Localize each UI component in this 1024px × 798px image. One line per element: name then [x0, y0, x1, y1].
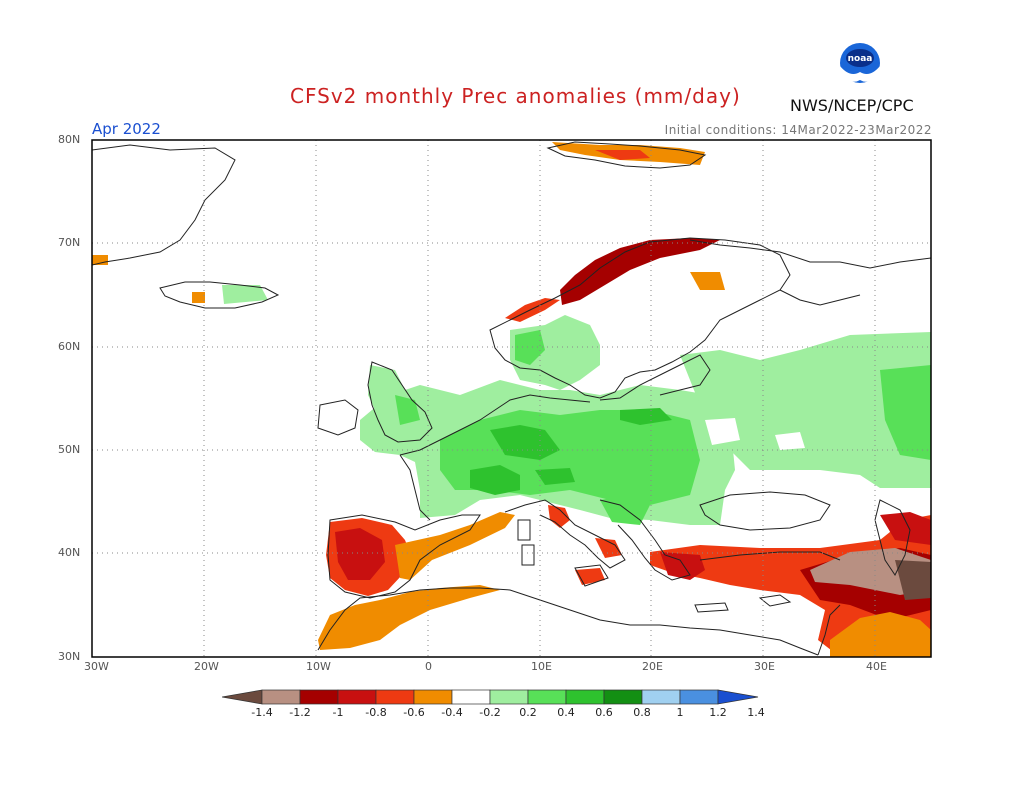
anomaly-norway: [560, 238, 720, 305]
anomaly-france-deep: [470, 465, 520, 495]
lat-label: 30N: [58, 650, 81, 663]
lon-label: 30W: [84, 660, 109, 673]
legend-swatch: [679, 689, 719, 705]
lon-label: 0: [425, 660, 432, 673]
anomaly-iberia-edge: [395, 512, 515, 580]
legend-swatch: [527, 689, 567, 705]
initial-conditions: Initial conditions: 14Mar2022-23Mar2022: [664, 123, 932, 137]
legend-tick-label: 1.2: [709, 706, 727, 719]
lat-label: 60N: [58, 340, 81, 353]
legend-arrow-low: [222, 689, 263, 705]
anomaly-iberia-core: [335, 528, 385, 580]
legend-tick-label: -0.2: [479, 706, 501, 719]
anomaly-iran-dark: [895, 560, 931, 600]
map-frame: [91, 139, 932, 658]
lon-label: 20E: [642, 660, 663, 673]
lat-label: 80N: [58, 133, 81, 146]
anomaly-north-africa: [318, 585, 500, 650]
anomaly-russia-gap2: [775, 432, 805, 450]
anomaly-norway-wet: [515, 330, 545, 365]
legend-swatch: [299, 689, 339, 705]
anomaly-caucasus: [880, 512, 931, 545]
lat-label: 50N: [58, 443, 81, 456]
lon-label: 40E: [866, 660, 887, 673]
anomaly-finland-orange: [690, 272, 725, 290]
coastlines: [92, 141, 931, 656]
legend-tick-label: 0.6: [595, 706, 613, 719]
logo-text: noaa: [848, 54, 873, 64]
anomaly-italy-south: [548, 505, 570, 528]
legend-swatch: [261, 689, 301, 705]
chart-title: CFSv2 monthly Prec anomalies (mm/day): [290, 84, 741, 108]
legend-swatch: [337, 689, 377, 705]
legend-swatch: [603, 689, 643, 705]
anomaly-russia-gap: [705, 418, 740, 445]
lat-label: 40N: [58, 546, 81, 559]
anomaly-svalbard-red: [595, 150, 650, 160]
legend-swatch: [641, 689, 681, 705]
lon-label: 10E: [531, 660, 552, 673]
legend-tick-label: 1: [676, 706, 684, 719]
noaa-logo-icon: noaa: [840, 43, 880, 83]
graticule: [92, 140, 931, 657]
legend-tick-label: -1: [332, 706, 344, 719]
anomaly-poland-deep: [620, 408, 672, 425]
legend-swatch: [489, 689, 529, 705]
lon-label: 30E: [754, 660, 775, 673]
legend-swatch: [565, 689, 605, 705]
color-legend-bar: [222, 689, 759, 705]
forecast-month: Apr 2022: [92, 120, 161, 138]
anomaly-alps-deep: [535, 468, 575, 485]
anomaly-italy-heel: [595, 538, 622, 558]
anomaly-germany-deep: [490, 425, 560, 460]
legend-tick-label: -0.8: [365, 706, 387, 719]
anomaly-iceland-wet: [222, 285, 268, 304]
lon-label: 20W: [194, 660, 219, 673]
anomaly-uk-core: [395, 395, 420, 425]
anomaly-fields: [92, 142, 931, 657]
anomaly-balkans-wet: [600, 495, 650, 525]
legend-tick-label: -1.2: [289, 706, 311, 719]
anomaly-iceland-orange: [192, 292, 205, 303]
legend-arrow-high: [717, 689, 759, 705]
legend-tick-label: 0.4: [557, 706, 575, 719]
anomaly-russia-wet: [680, 332, 931, 488]
agency-label: NWS/NCEP/CPC: [790, 96, 914, 115]
anomaly-arabia-orange: [830, 612, 931, 657]
legend-tick-label: 1.4: [747, 706, 765, 719]
legend-tick-label: 0.2: [519, 706, 537, 719]
legend-swatch: [375, 689, 415, 705]
legend-tick-label: 0.8: [633, 706, 651, 719]
legend-tick-label: -1.4: [251, 706, 273, 719]
legend-swatch: [413, 689, 453, 705]
legend-tick-label: -0.6: [403, 706, 425, 719]
anomaly-russia-core: [880, 365, 931, 460]
anomaly-greece: [660, 552, 705, 580]
anomaly-caspian-brown: [810, 548, 931, 595]
lat-label: 70N: [58, 236, 81, 249]
legend-tick-label: -0.4: [441, 706, 463, 719]
legend-swatch: [451, 689, 491, 705]
lon-label: 10W: [306, 660, 331, 673]
